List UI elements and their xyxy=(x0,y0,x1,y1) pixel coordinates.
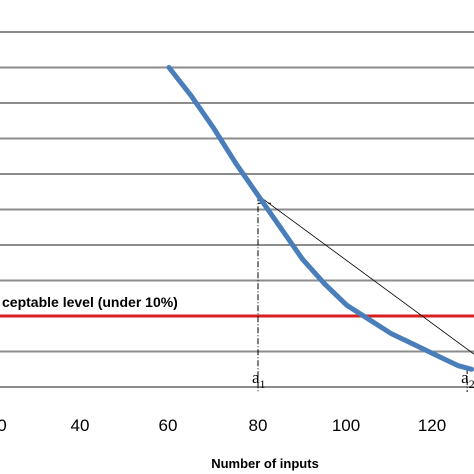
x-tick-label: 120 xyxy=(418,416,446,435)
secant-line xyxy=(257,194,474,355)
gridlines xyxy=(0,31,474,388)
x-axis-label: Number of inputs xyxy=(211,456,319,471)
threshold-line-group: ceptable level (under 10%) xyxy=(0,294,474,318)
threshold-label: ceptable level (under 10%) xyxy=(2,294,178,310)
x-tick-label: 40 xyxy=(71,416,90,435)
x-tick-label: 80 xyxy=(249,416,268,435)
series-line xyxy=(166,65,474,372)
x-tick-label: 60 xyxy=(159,416,178,435)
secant-line-group xyxy=(257,194,474,355)
x-tick-label: 100 xyxy=(332,416,360,435)
x-tick-label: 0 xyxy=(0,416,7,435)
x-tick-labels: 0 40 60 80 100 120 xyxy=(0,416,446,435)
marker-lines: a1 a2 xyxy=(252,195,474,392)
